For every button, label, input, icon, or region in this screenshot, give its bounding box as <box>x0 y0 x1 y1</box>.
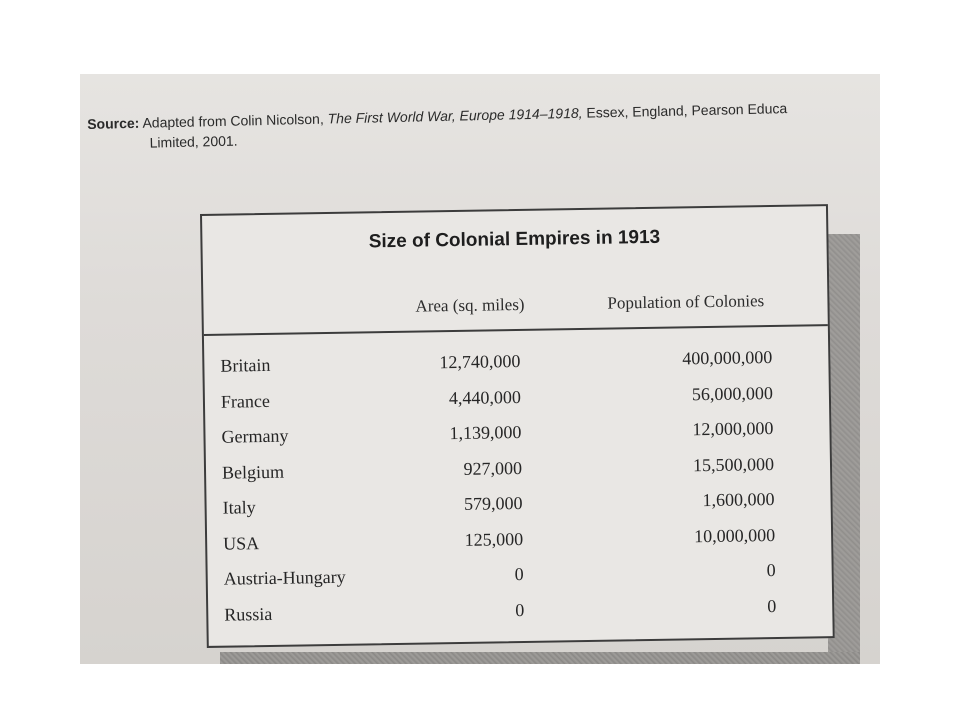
column-header-area: Area (sq. miles) <box>415 294 525 316</box>
column-header-population: Population of Colonies <box>607 291 765 313</box>
source-book-title: The First World War, Europe 1914–1918, <box>327 104 583 127</box>
country-cell: Italy <box>222 497 256 518</box>
area-cell: 12,740,000 <box>439 350 521 373</box>
country-cell: Russia <box>224 603 273 625</box>
table-shadow-bottom <box>220 652 860 664</box>
area-cell: 579,000 <box>463 492 523 514</box>
colonial-empires-table: Size of Colonial Empires in 1913 Area (s… <box>200 204 835 648</box>
population-cell: 1,600,000 <box>702 489 775 511</box>
document-photo: Source: Adapted from Colin Nicolson, The… <box>80 74 880 664</box>
population-cell: 15,500,000 <box>692 453 775 475</box>
country-cell: Belgium <box>221 461 285 483</box>
source-label: Source: <box>87 114 140 132</box>
area-cell: 0 <box>514 563 524 585</box>
population-cell: 10,000,000 <box>693 524 776 546</box>
population-cell: 12,000,000 <box>692 418 774 440</box>
country-cell: France <box>220 390 271 412</box>
area-cell: 4,440,000 <box>448 386 522 408</box>
population-cell: 400,000,000 <box>682 347 773 369</box>
country-cell: Austria-Hungary <box>223 566 346 589</box>
header-divider <box>203 324 828 336</box>
table-body: Britain 12,740,000 400,000,000 France 4,… <box>204 346 832 640</box>
area-cell: 927,000 <box>463 457 523 479</box>
source-text-after: Essex, England, Pearson Educa <box>586 100 788 121</box>
area-cell: 125,000 <box>464 528 524 550</box>
country-cell: Germany <box>221 425 289 447</box>
country-cell: Britain <box>220 354 271 376</box>
source-citation: Source: Adapted from Colin Nicolson, The… <box>87 95 880 154</box>
area-cell: 0 <box>515 599 525 620</box>
table-title: Size of Colonial Empires in 1913 <box>368 226 661 253</box>
population-cell: 56,000,000 <box>691 382 774 404</box>
country-cell: USA <box>223 532 260 554</box>
area-cell: 1,139,000 <box>449 421 522 444</box>
source-text-before: Adapted from Colin Nicolson, <box>142 110 324 131</box>
population-cell: 0 <box>767 595 777 616</box>
population-cell: 0 <box>766 560 776 581</box>
